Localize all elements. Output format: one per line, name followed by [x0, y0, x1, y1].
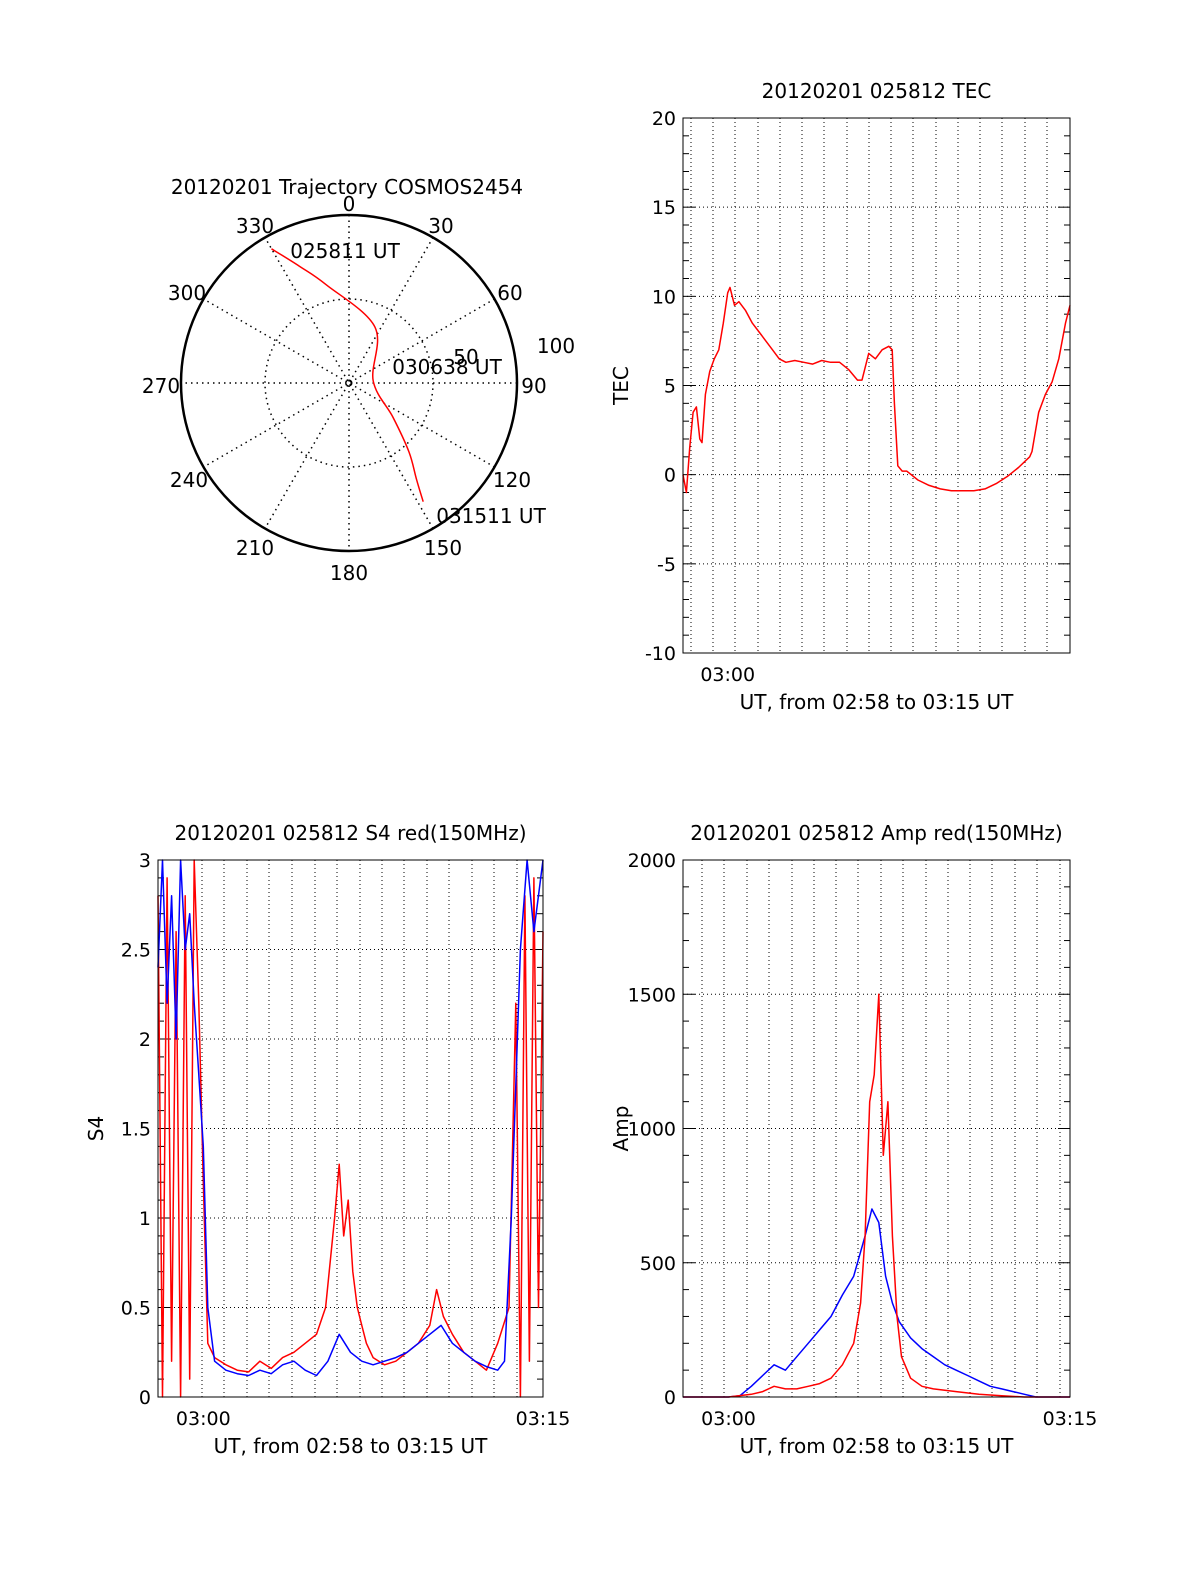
- y-axis-label: TEC: [609, 366, 633, 406]
- y-tick-label: 0: [139, 1387, 151, 1409]
- y-tick-label: 1.5: [121, 1119, 151, 1141]
- chart-title: 20120201 025812 S4 red(150MHz): [175, 821, 527, 845]
- polar-angle-label: 90: [521, 374, 546, 398]
- track-time-annotation: 025811 UT: [290, 239, 400, 263]
- polar-angle-label: 120: [493, 468, 531, 492]
- y-tick-label: 0: [664, 465, 676, 487]
- polar-angle-label: 30: [428, 214, 453, 238]
- x-axis-label: UT, from 02:58 to 03:15 UT: [740, 1434, 1015, 1458]
- polar-angle-label: 240: [170, 468, 208, 492]
- plot-frame: [157, 859, 544, 1398]
- track-time-annotation: 030638 UT: [392, 355, 502, 379]
- polar-spoke: [203, 298, 495, 468]
- polar-trajectory-panel: 0 30 60 90 120 150 180 210 240 270 300 330 50 100 0258…: [142, 175, 575, 585]
- polar-radius-label: 50: [453, 345, 478, 369]
- satellite-track-line: [271, 248, 424, 502]
- y-tick-label: 1500: [628, 984, 676, 1006]
- track-time-annotation: 031511 UT: [436, 504, 546, 528]
- y-tick-label: 0.5: [121, 1298, 151, 1320]
- chart-title: 20120201 025812 Amp red(150MHz): [690, 821, 1062, 845]
- polar-angle-label: 150: [424, 536, 462, 560]
- x-tick-label: 03:15: [1043, 1408, 1098, 1430]
- polar-spoke: [264, 237, 434, 529]
- y-tick-label: 500: [640, 1253, 676, 1275]
- polar-angle-label: 300: [168, 281, 206, 305]
- x-axis-label: UT, from 02:58 to 03:15 UT: [740, 690, 1015, 714]
- polar-angle-label: 270: [142, 374, 180, 398]
- y-tick-label: 1: [139, 1208, 151, 1230]
- series-line-red: [683, 993, 1070, 1398]
- y-tick-label: 0: [664, 1387, 676, 1409]
- x-tick-label: 03:00: [701, 1408, 756, 1430]
- series-line-red: [682, 286, 1071, 494]
- series-line-blue: [683, 1208, 1070, 1398]
- polar-spoke: [264, 237, 434, 529]
- y-tick-label: 3: [139, 850, 151, 872]
- y-tick-label: 10: [652, 286, 676, 308]
- amp-chart-panel: 0 500 1000 1500 2000 03:00 03:15 20120201 02581…: [609, 821, 1097, 1458]
- x-tick-label: 03:00: [176, 1408, 231, 1430]
- y-tick-label: 5: [664, 376, 676, 398]
- chart-title: 20120201 025812 TEC: [762, 79, 992, 103]
- y-axis-label: Amp: [609, 1106, 633, 1152]
- polar-angle-label: 0: [343, 192, 356, 216]
- y-tick-label: 2: [139, 1029, 151, 1051]
- polar-angle-label: 180: [330, 561, 368, 585]
- y-tick-label: 20: [652, 108, 676, 130]
- x-tick-label: 03:15: [516, 1408, 571, 1430]
- chart-title: 20120201 Trajectory COSMOS2454: [171, 175, 523, 199]
- tec-chart-panel: -10 -5 0 5 10 15 20 03:00 20120201 025812 TEC UT,…: [609, 79, 1071, 714]
- y-tick-label: -10: [645, 643, 676, 665]
- x-axis-label: UT, from 02:58 to 03:15 UT: [214, 1434, 489, 1458]
- polar-angle-label: 60: [497, 281, 522, 305]
- series-line-red: [157, 859, 544, 1398]
- y-tick-label: 2.5: [121, 940, 151, 962]
- y-tick-label: 2000: [628, 850, 676, 872]
- plot-frame: [682, 859, 1071, 1398]
- series-line-blue: [157, 859, 544, 1377]
- polar-angle-label: 210: [236, 536, 274, 560]
- polar-radius-label: 100: [537, 334, 575, 358]
- y-tick-label: 15: [652, 197, 676, 219]
- y-axis-label: S4: [84, 1116, 108, 1141]
- s4-chart-panel: 0 0.5 1 1.5 2 2.5 3 03:00 03:15 20120201 025812 S…: [84, 821, 570, 1458]
- plot-frame: [682, 117, 1071, 654]
- polar-angle-label: 330: [236, 214, 274, 238]
- y-tick-label: 1000: [628, 1119, 676, 1141]
- y-tick-label: -5: [657, 554, 676, 576]
- x-tick-label: 03:00: [700, 664, 755, 686]
- polar-spoke: [203, 298, 495, 468]
